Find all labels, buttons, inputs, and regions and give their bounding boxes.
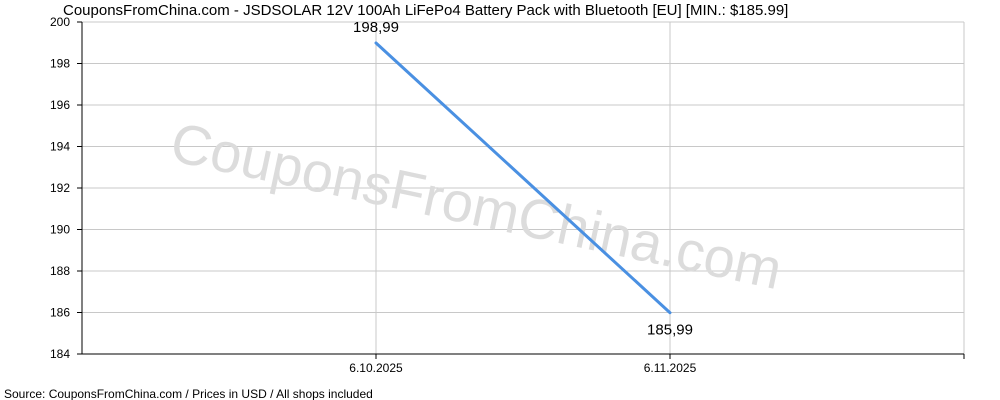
x-tick-label: 6.11.2025 (644, 361, 697, 375)
y-tick-label: 194 (50, 140, 70, 154)
price-series-line (374, 41, 672, 315)
y-tick-label: 184 (50, 347, 70, 361)
y-tick-label: 188 (50, 264, 70, 278)
chart-axes (77, 21, 965, 359)
y-tick-label: 192 (50, 181, 70, 195)
y-tick-label: 186 (50, 306, 70, 320)
series-layer (374, 41, 672, 315)
y-tick-label: 200 (50, 15, 70, 29)
x-tick-label: 6.10.2025 (349, 361, 403, 375)
y-tick-label: 190 (50, 223, 70, 237)
source-note: Source: CouponsFromChina.com / Prices in… (4, 387, 373, 400)
chart-title: CouponsFromChina.com - JSDSOLAR 12V 100A… (63, 2, 788, 19)
watermark-text: CouponsFromChina.com (166, 110, 788, 301)
y-axis-ticks: 184 186 188 190 192 194 196 198 200 (50, 15, 70, 361)
y-tick-label: 196 (50, 98, 70, 112)
y-tick-label: 198 (50, 57, 70, 71)
data-label: 185,99 (647, 322, 693, 339)
data-label: 198,99 (353, 19, 399, 36)
data-labels: 198,99 185,99 (353, 19, 693, 339)
x-axis-ticks: 6.10.2025 6.11.2025 (349, 361, 696, 375)
grid-lines (82, 21, 965, 355)
